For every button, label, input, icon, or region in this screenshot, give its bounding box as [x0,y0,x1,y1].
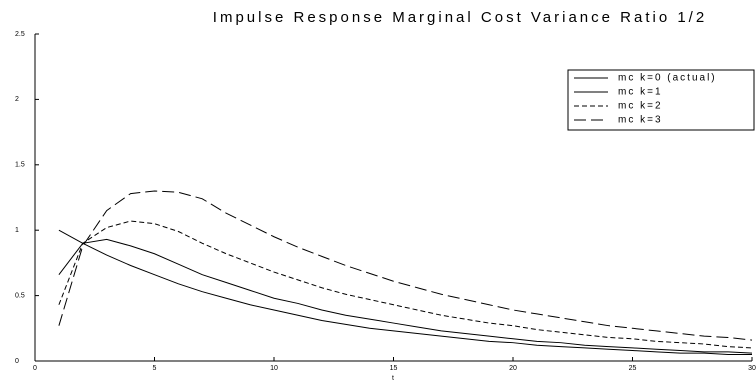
legend-label: mc k=1 [618,87,663,98]
line-series [58,238,753,354]
y-tick-label: 2.5 [15,31,25,38]
legend-label: mc k=2 [618,101,663,112]
x-tick-label: 20 [509,365,517,372]
y-tick-label: 1.5 [15,162,25,169]
x-tick-label: 25 [629,365,637,372]
x-tick-label: 15 [390,365,398,372]
x-tick-label: 0 [33,365,37,372]
line-series [58,190,753,341]
line-series [58,220,753,349]
y-tick-label: 2 [15,96,19,103]
x-tick-label: 10 [270,365,278,372]
y-tick-label: 0 [15,358,19,365]
y-tick-label: 1 [15,227,19,234]
legend-label: mc k=3 [618,115,663,126]
y-tick-label: 0.5 [15,292,25,299]
legend-label: mc k=0 (actual) [618,73,717,84]
line-series [58,229,752,355]
x-tick-label: 30 [748,365,756,372]
x-axis-label: t [392,375,394,382]
x-tick-label: 5 [153,365,157,372]
chart-title: Impulse Response Marginal Cost Variance … [213,9,707,26]
